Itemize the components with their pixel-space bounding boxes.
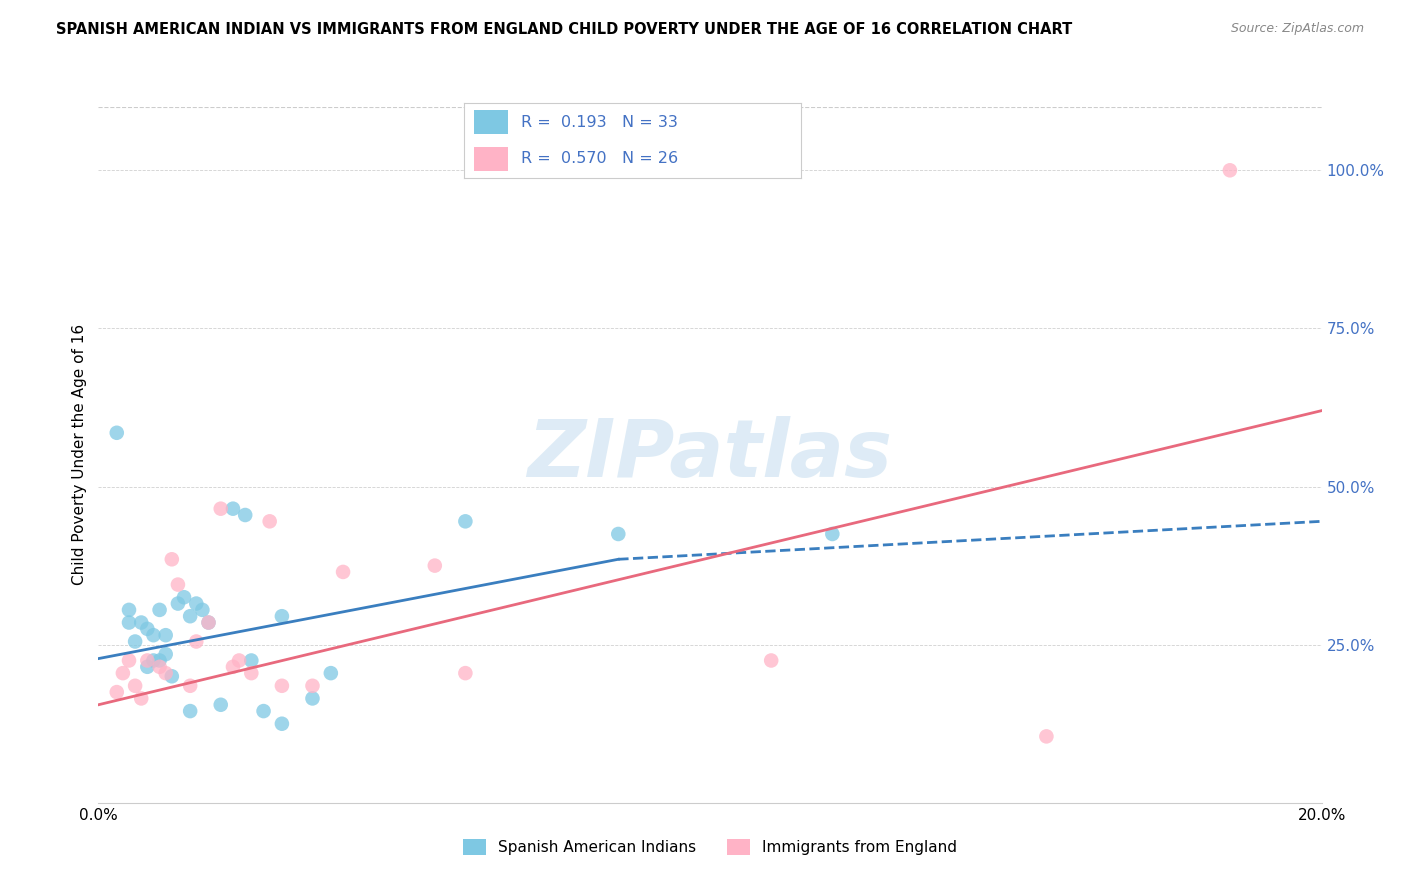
Point — [759, 653, 782, 667]
Bar — [474, 146, 508, 171]
Point — [179, 679, 201, 693]
Text: R =  0.570   N = 26: R = 0.570 N = 26 — [522, 151, 679, 166]
Bar — [474, 111, 508, 135]
Point — [179, 704, 201, 718]
Point — [233, 508, 256, 522]
Point — [186, 597, 208, 611]
Point — [129, 691, 152, 706]
Point — [197, 615, 219, 630]
Point — [186, 634, 208, 648]
Point — [1035, 730, 1057, 744]
Point — [142, 653, 165, 667]
Point — [155, 628, 177, 642]
Point — [607, 527, 630, 541]
Point — [173, 591, 195, 605]
Point — [118, 615, 141, 630]
Point — [105, 425, 128, 440]
Text: SPANISH AMERICAN INDIAN VS IMMIGRANTS FROM ENGLAND CHILD POVERTY UNDER THE AGE O: SPANISH AMERICAN INDIAN VS IMMIGRANTS FR… — [56, 22, 1073, 37]
Point — [209, 501, 232, 516]
Point — [209, 698, 232, 712]
Y-axis label: Child Poverty Under the Age of 16: Child Poverty Under the Age of 16 — [72, 325, 87, 585]
Point — [301, 679, 323, 693]
Point — [191, 603, 214, 617]
Point — [136, 653, 159, 667]
Point — [821, 527, 844, 541]
Point — [222, 660, 245, 674]
Point — [160, 669, 183, 683]
Point — [270, 679, 292, 693]
Point — [319, 666, 342, 681]
Point — [118, 653, 141, 667]
Point — [270, 609, 292, 624]
Point — [222, 501, 245, 516]
Point — [105, 685, 128, 699]
Point — [301, 691, 323, 706]
Point — [118, 603, 141, 617]
Point — [149, 603, 172, 617]
Point — [155, 647, 177, 661]
Point — [167, 577, 190, 591]
Point — [160, 552, 183, 566]
Point — [423, 558, 446, 573]
Legend: Spanish American Indians, Immigrants from England: Spanish American Indians, Immigrants fro… — [457, 833, 963, 862]
Point — [111, 666, 134, 681]
Point — [332, 565, 354, 579]
Point — [149, 653, 172, 667]
Point — [142, 628, 165, 642]
Point — [136, 622, 159, 636]
Point — [149, 660, 172, 674]
Point — [1219, 163, 1241, 178]
Text: ZIPatlas: ZIPatlas — [527, 416, 893, 494]
Point — [124, 679, 146, 693]
Point — [197, 615, 219, 630]
Point — [454, 666, 477, 681]
Point — [454, 514, 477, 528]
Point — [270, 716, 292, 731]
Point — [259, 514, 281, 528]
Point — [136, 660, 159, 674]
Point — [240, 653, 263, 667]
Point — [124, 634, 146, 648]
Text: Source: ZipAtlas.com: Source: ZipAtlas.com — [1230, 22, 1364, 36]
Point — [240, 666, 263, 681]
Point — [167, 597, 190, 611]
Point — [252, 704, 274, 718]
Point — [129, 615, 152, 630]
Point — [228, 653, 250, 667]
Point — [179, 609, 201, 624]
Point — [155, 666, 177, 681]
Text: R =  0.193   N = 33: R = 0.193 N = 33 — [522, 115, 678, 130]
